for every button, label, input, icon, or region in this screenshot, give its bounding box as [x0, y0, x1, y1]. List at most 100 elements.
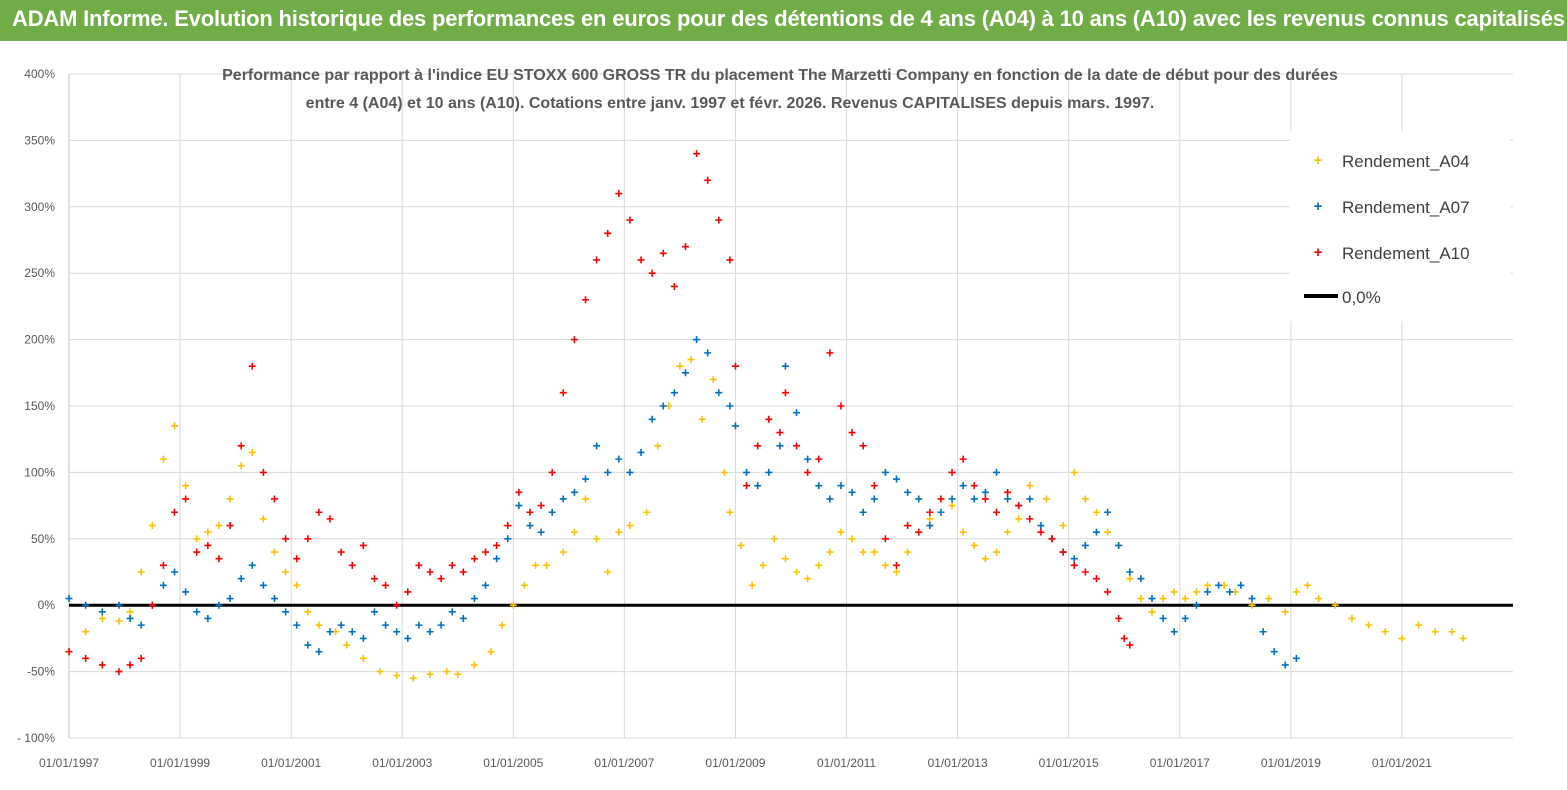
a07-point [793, 409, 801, 417]
a10-point [98, 661, 106, 669]
a10-point [593, 256, 601, 264]
a07-point [1092, 528, 1100, 536]
a07-point [126, 614, 134, 622]
a07-point [204, 614, 212, 622]
a10-point [981, 495, 989, 503]
a04-point [698, 415, 706, 423]
a04-point [904, 548, 912, 556]
a10-point [548, 468, 556, 476]
a07-point [515, 502, 523, 510]
a10-point [270, 495, 278, 503]
a10-point [65, 648, 73, 656]
a04-point [959, 528, 967, 536]
a10-point [159, 561, 167, 569]
a10-point [743, 482, 751, 490]
a04-point [1059, 522, 1067, 530]
a07-point [659, 402, 667, 410]
a10-point [1081, 568, 1089, 576]
x-tick-label: 01/01/2009 [705, 756, 765, 770]
a07-point [859, 508, 867, 516]
a10-point [426, 568, 434, 576]
a04-point [159, 455, 167, 463]
legend-label-a04: Rendement_A04 [1342, 152, 1470, 171]
a10-point [482, 548, 490, 556]
a07-point [1115, 541, 1123, 549]
a10-point [648, 269, 656, 277]
a07-point [448, 608, 456, 616]
a07-point [1037, 522, 1045, 530]
a07-point [393, 628, 401, 636]
y-tick-label: 300% [24, 200, 55, 214]
a10-point [493, 541, 501, 549]
a04-point [1304, 581, 1312, 589]
a04-point [376, 668, 384, 676]
a10-point [776, 429, 784, 437]
a10-point [926, 508, 934, 516]
a10-point [226, 522, 234, 530]
a04-point [237, 462, 245, 470]
a10-point [659, 249, 667, 257]
a04-point [115, 617, 123, 625]
report-title: ADAM Informe. Evolution historique des p… [12, 6, 1565, 31]
x-tick-label: 01/01/2001 [261, 756, 321, 770]
a10-point [570, 336, 578, 344]
a04-point [426, 670, 434, 678]
a07-point [304, 641, 312, 649]
a04-point [1181, 595, 1189, 603]
a10-point [470, 555, 478, 563]
a07-point [1026, 495, 1034, 503]
a10-point [193, 548, 201, 556]
a04-point [1104, 528, 1112, 536]
a07-point [726, 402, 734, 410]
x-tick-label: 01/01/2003 [372, 756, 432, 770]
a07-point [415, 621, 423, 629]
series-a10-points [65, 150, 1134, 676]
x-tick-label: 01/01/2021 [1372, 756, 1432, 770]
a10-point [626, 216, 634, 224]
a07-point [804, 455, 812, 463]
a07-point [437, 621, 445, 629]
a04-point [293, 581, 301, 589]
a10-point [1059, 548, 1067, 556]
a07-point [215, 601, 223, 609]
a04-point [859, 548, 867, 556]
a07-point [1104, 508, 1112, 516]
a07-point [82, 601, 90, 609]
a07-point [182, 588, 190, 596]
a10-point [870, 482, 878, 490]
a04-point [182, 482, 190, 490]
a07-point [459, 614, 467, 622]
a10-point [293, 555, 301, 563]
a04-point [709, 375, 717, 383]
y-tick-label: 0% [38, 598, 56, 612]
a10-point [259, 468, 267, 476]
a07-point [348, 628, 356, 636]
a04-point [532, 561, 540, 569]
a07-point [237, 575, 245, 583]
chart-title-line-1: Performance par rapport à l'indice EU ST… [222, 67, 1338, 84]
a04-point [343, 641, 351, 649]
y-tick-label: 150% [24, 399, 55, 413]
a07-point [626, 468, 634, 476]
a07-point [670, 389, 678, 397]
a07-point [426, 628, 434, 636]
a10-point [670, 282, 678, 290]
a04-point [654, 442, 662, 450]
a07-point [1004, 495, 1012, 503]
a10-point [804, 468, 812, 476]
a07-point [159, 581, 167, 589]
y-tick-label: 400% [24, 67, 55, 81]
a10-point [959, 455, 967, 463]
a07-point [504, 535, 512, 543]
a10-point [82, 654, 90, 662]
a07-point [637, 448, 645, 456]
a10-point [754, 442, 762, 450]
legend-marker-a10: + [1314, 244, 1323, 261]
a07-point [893, 475, 901, 483]
a07-point [382, 621, 390, 629]
a04-point [1004, 528, 1012, 536]
a10-point [693, 150, 701, 158]
a07-point [315, 648, 323, 656]
a04-point [926, 515, 934, 523]
a10-point [781, 389, 789, 397]
